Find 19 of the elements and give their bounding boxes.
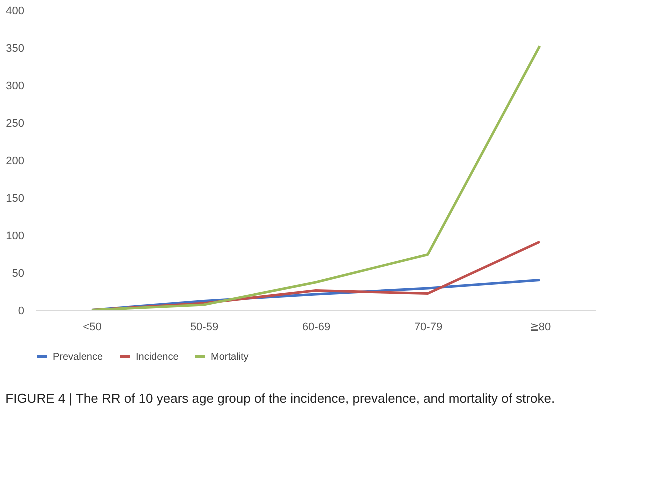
legend-label: Incidence [136, 352, 180, 363]
y-tick-label: 350 [6, 43, 24, 55]
y-tick-label: 50 [12, 268, 24, 280]
y-tick-label: 0 [18, 306, 24, 318]
line-series [90, 45, 542, 312]
y-tick-label: 100 [6, 230, 24, 242]
y-tick-label: 150 [6, 193, 24, 205]
y-tick-label: 250 [6, 118, 24, 130]
legend-label: Mortality [211, 352, 249, 363]
x-tick-label: 60-69 [302, 322, 331, 334]
y-tick-label: 400 [6, 6, 24, 18]
x-tick-label: 70-79 [414, 322, 443, 334]
y-tick-label: 200 [6, 156, 24, 168]
x-tick-label: <50 [83, 322, 102, 334]
y-tick-label: 300 [6, 80, 24, 92]
caption: FIGURE 4 | The RR of 10 years age group of the incidence, prevalence, and mortality of stroke. [6, 391, 556, 406]
x-tick-label: ≧80 [530, 322, 552, 334]
legend-label: Prevalence [53, 352, 104, 363]
x-tick-label: 50-59 [190, 322, 219, 334]
